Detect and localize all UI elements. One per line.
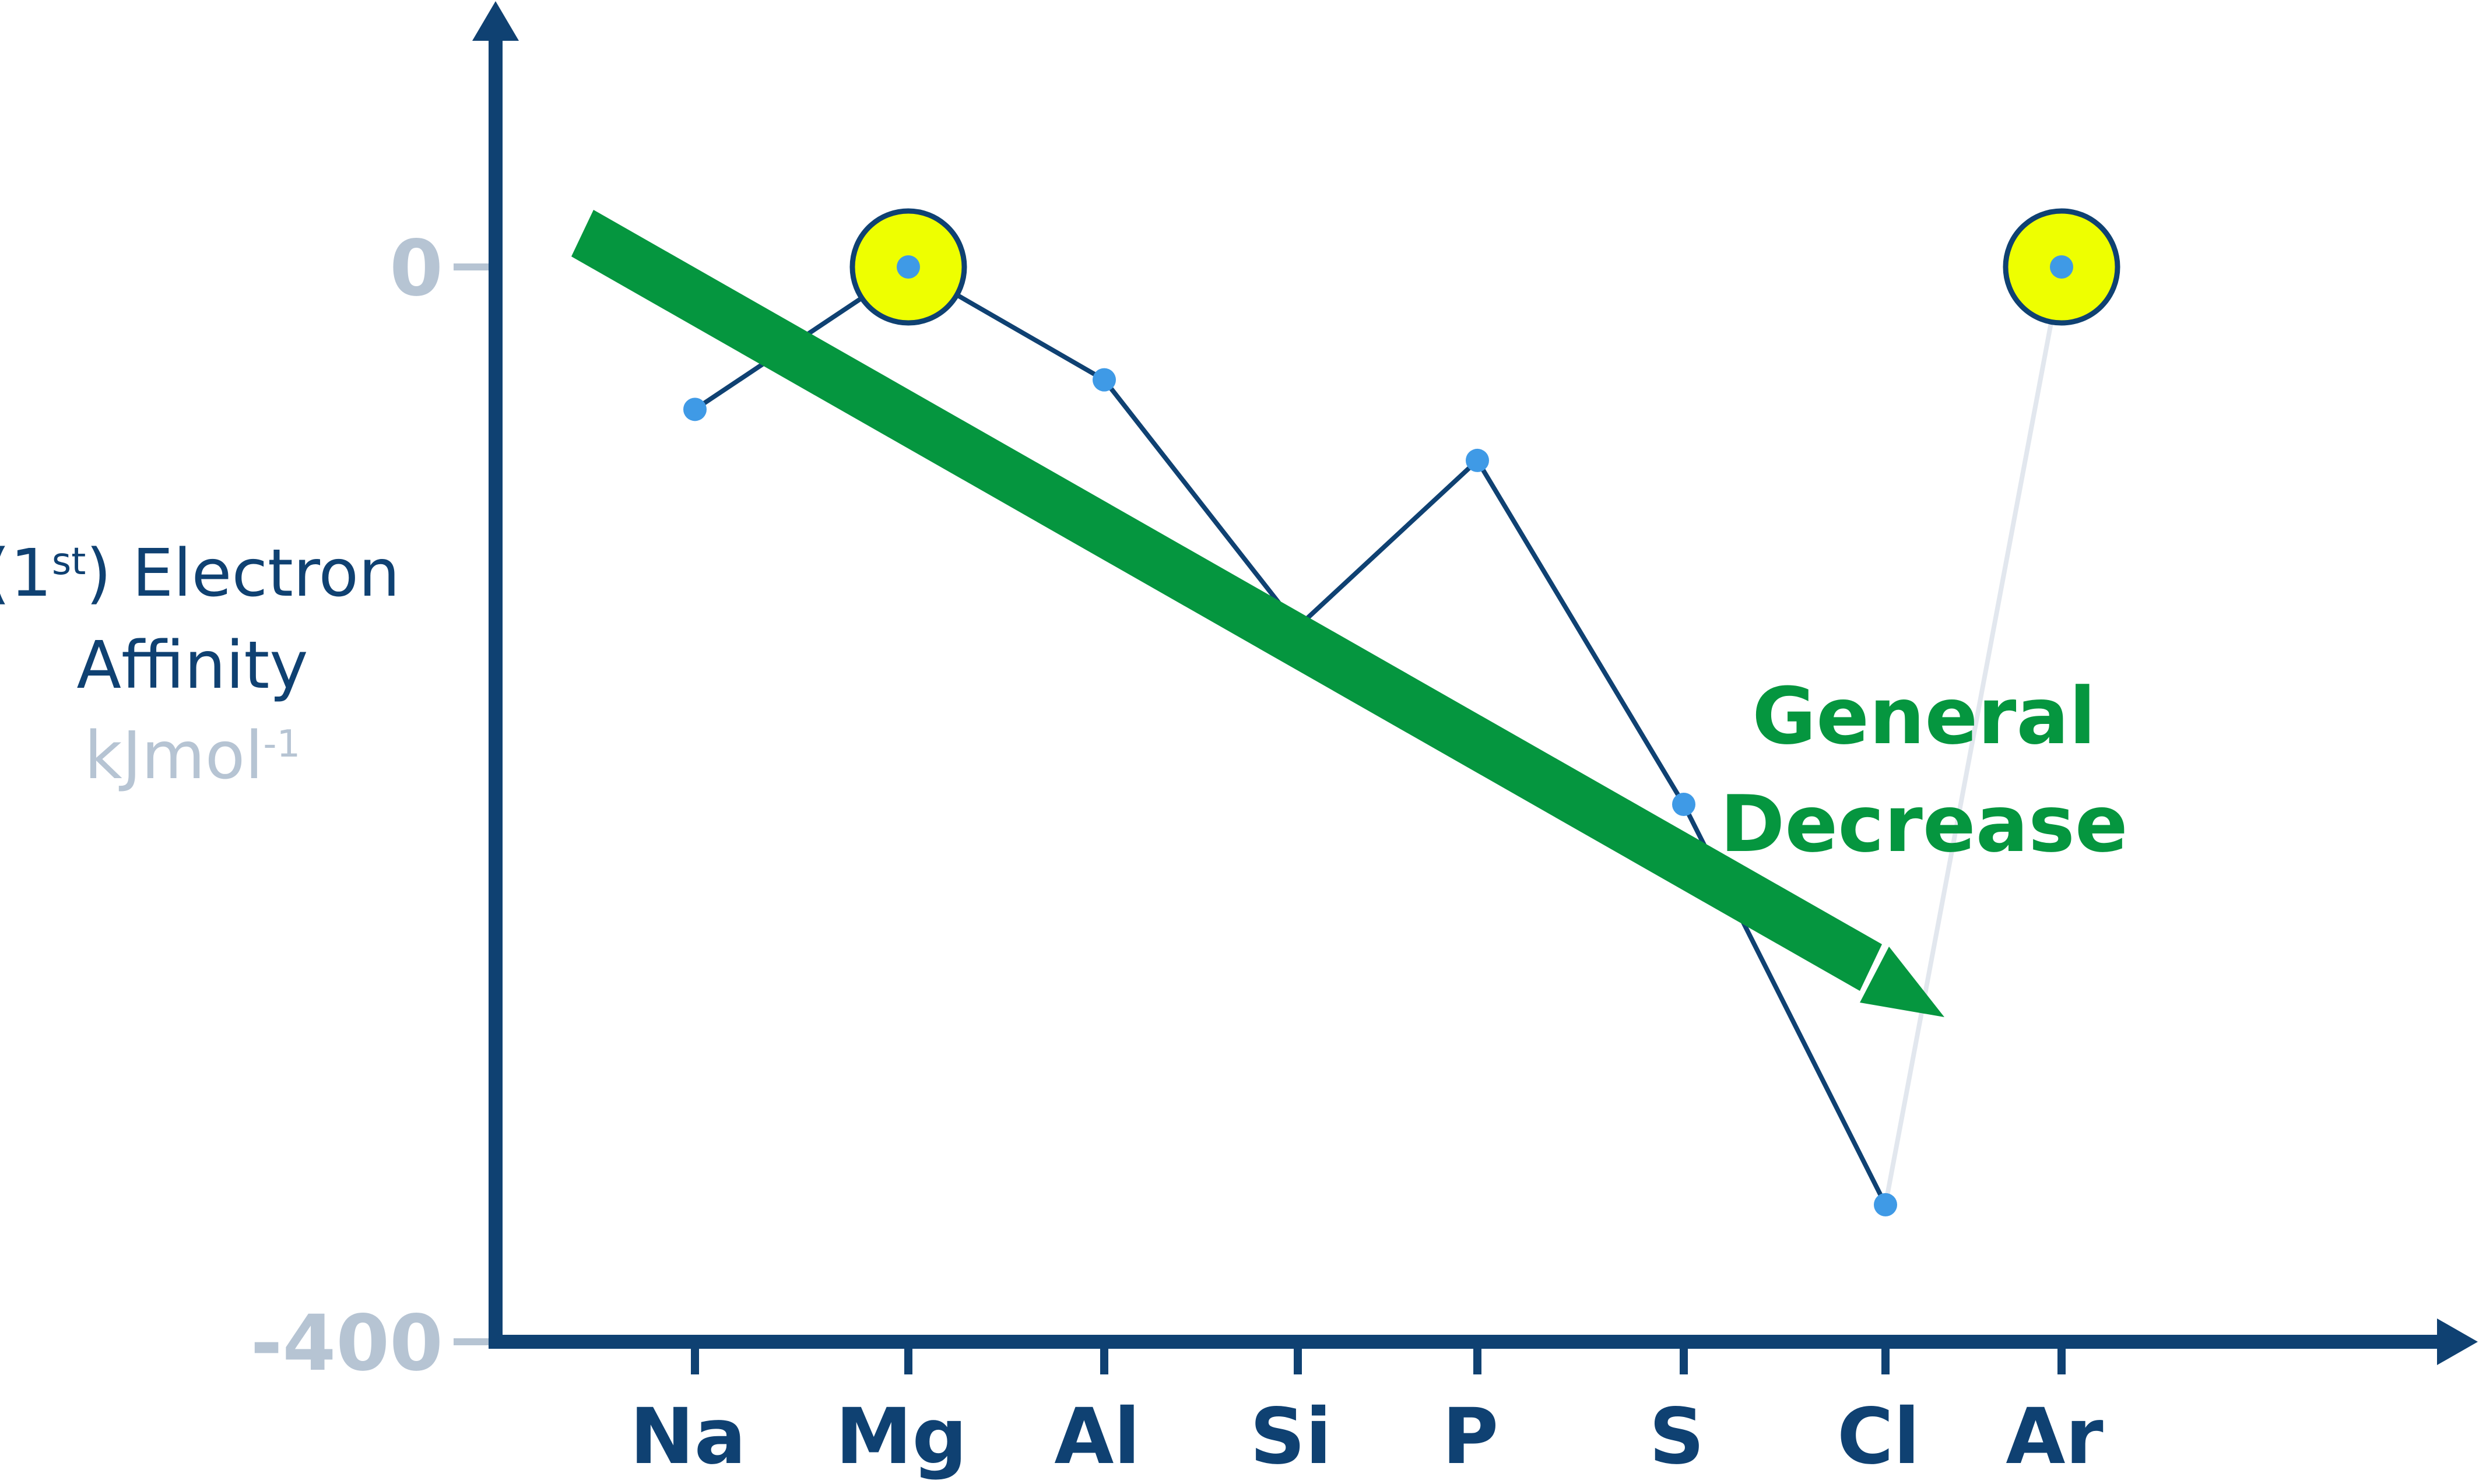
- x-tick-label-ar: Ar: [2006, 1392, 2103, 1482]
- y-axis-unit: kJmol-1: [85, 718, 300, 794]
- trend-arrow: [571, 210, 1944, 1017]
- y-axis-label: (1st) Electron Affinity kJmol-1: [0, 536, 400, 794]
- y-axis-label-suffix: ) Electron: [86, 536, 400, 611]
- x-tick-label-si: Si: [1250, 1392, 1332, 1482]
- y-axis-label-line2: Affinity: [76, 628, 308, 704]
- y-axis-ticks: 0 -400: [251, 224, 496, 1388]
- x-axis-ticks: [691, 1342, 2066, 1374]
- trend-arrow-shaft: [571, 210, 1882, 991]
- data-point-cl: [1874, 1193, 1897, 1216]
- y-tick-label-0: 0: [389, 224, 443, 314]
- x-axis-arrowhead: [2437, 1318, 2478, 1365]
- x-tick-label-mg: Mg: [835, 1392, 967, 1482]
- x-tick-label-al: Al: [1054, 1392, 1140, 1482]
- y-axis-label-sup: st: [52, 540, 86, 583]
- series-line-cl-to-ar: [1883, 266, 2064, 1205]
- data-point-al: [1093, 368, 1116, 392]
- y-axis-label-line1: (1st) Electron: [0, 536, 400, 611]
- data-point-s: [1672, 793, 1695, 816]
- x-tick-label-s: S: [1649, 1392, 1704, 1482]
- trend-label-line2: Decrease: [1720, 779, 2128, 870]
- data-point-na: [683, 398, 707, 421]
- x-tick-label-p: P: [1442, 1392, 1499, 1482]
- x-tick-label-cl: Cl: [1837, 1392, 1920, 1482]
- y-axis-label-prefix: (1: [0, 536, 52, 611]
- data-point-ar: [2050, 255, 2073, 279]
- y-axis-arrowhead: [472, 1, 519, 41]
- trend-arrow-head: [1860, 947, 1944, 1017]
- y-axis-unit-text: kJmol: [85, 718, 264, 794]
- trend-label-line1: General: [1752, 671, 2096, 762]
- y-axis-unit-sup: -1: [263, 723, 300, 766]
- y-tick-label-1: -400: [251, 1299, 443, 1388]
- x-tick-label-na: Na: [630, 1392, 746, 1482]
- data-point-mg: [897, 255, 920, 279]
- data-point-p: [1466, 448, 1489, 472]
- x-axis-tick-labels: Na Mg Al Si P S Cl Ar: [630, 1392, 2103, 1482]
